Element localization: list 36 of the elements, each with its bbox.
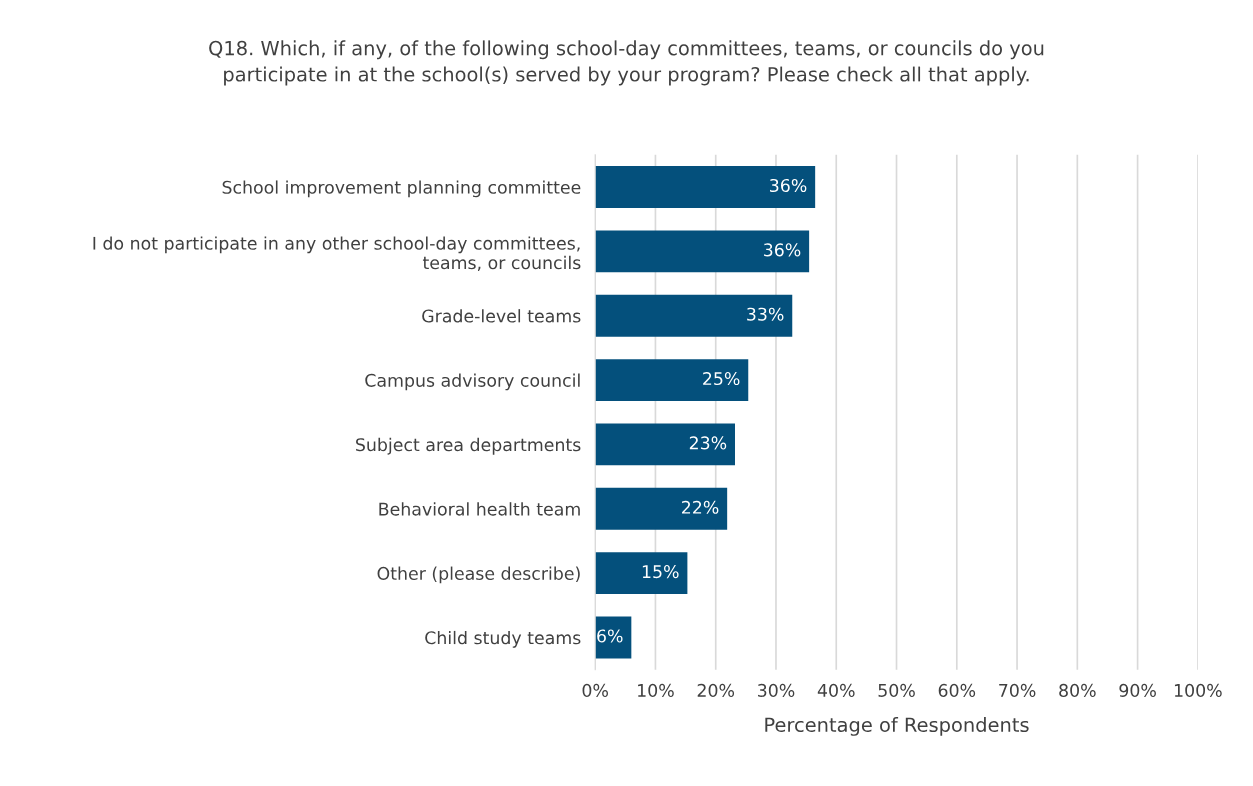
x-axis-title: Percentage of Respondents <box>765 717 1029 736</box>
x-tick-label: 100% <box>1174 683 1222 697</box>
y-tick-label: Other (please describe) <box>377 566 580 584</box>
data-label: 6% <box>597 629 623 643</box>
x-tick-label: 50% <box>878 683 915 697</box>
bar <box>595 294 793 337</box>
x-tick-label: 0% <box>582 683 608 697</box>
y-tick-label: School improvement planning committee <box>222 180 581 198</box>
x-tick-label: 10% <box>638 683 674 697</box>
x-tick-label: 90% <box>1119 683 1156 697</box>
bar <box>595 359 749 401</box>
y-tick-label: Child study teams <box>425 630 581 648</box>
data-label: 33% <box>747 307 784 321</box>
bar <box>595 423 735 466</box>
x-tick-label: 40% <box>817 683 855 697</box>
x-tick-label: 60% <box>938 683 976 697</box>
bar <box>595 166 816 208</box>
data-label: 15% <box>642 565 679 579</box>
data-label: 36% <box>764 243 801 257</box>
bar <box>595 552 688 595</box>
y-tick-label: Subject area departments <box>356 437 581 455</box>
data-label: 22% <box>682 500 719 514</box>
data-label: 36% <box>770 178 807 193</box>
x-tick-label: 30% <box>758 683 795 697</box>
bar <box>595 230 810 273</box>
data-label: 25% <box>703 371 740 386</box>
x-tick-label: 80% <box>1059 683 1096 697</box>
data-label: 23% <box>689 436 727 450</box>
y-tick-label: I do not participate in any other school-day committees, teams, or councils <box>93 236 581 272</box>
bar <box>595 487 728 530</box>
y-tick-label: Campus advisory council <box>365 373 580 391</box>
chart-title: Q18. Which, if any, of the following school-day committees, teams, or councils do you participate in at the school(s) served by your program? Please check all that apply. <box>209 40 1044 86</box>
x-tick-label: 70% <box>999 683 1036 697</box>
x-tick-label: 20% <box>697 683 735 697</box>
y-tick-label: Behavioral health team <box>379 502 580 516</box>
y-tick-label: Grade-level teams <box>422 309 581 323</box>
